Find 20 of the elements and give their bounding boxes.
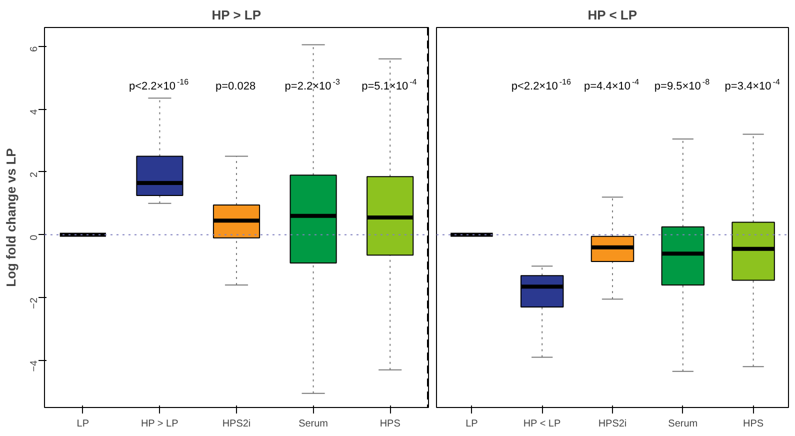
x-tick-label: Serum: [668, 418, 698, 430]
y-axis-title: Log fold change vs LP: [4, 148, 18, 287]
y-tick-label: −2: [29, 297, 40, 309]
chart-title: HP < LP: [588, 8, 638, 22]
x-tick-label: LP: [76, 418, 90, 430]
chart-title: HP > LP: [212, 8, 262, 22]
x-tick-label: HPS: [743, 418, 764, 430]
y-tick-label: −4: [29, 360, 40, 372]
y-tick-label: 0: [29, 234, 40, 240]
x-tick-label: Serum: [298, 418, 328, 430]
y-tick-label: 4: [29, 108, 40, 115]
x-tick-label: HP > LP: [140, 418, 179, 430]
y-tick-label: 2: [29, 172, 40, 178]
x-tick-label: HP < LP: [523, 418, 562, 430]
x-tick-label: HPS2i: [598, 418, 627, 430]
x-tick-label: HPS2i: [222, 418, 251, 430]
x-tick-label: HPS: [380, 418, 401, 430]
annotation: p=0.028: [216, 80, 256, 92]
y-tick-label: 6: [29, 46, 40, 52]
x-tick-label: LP: [466, 418, 478, 430]
